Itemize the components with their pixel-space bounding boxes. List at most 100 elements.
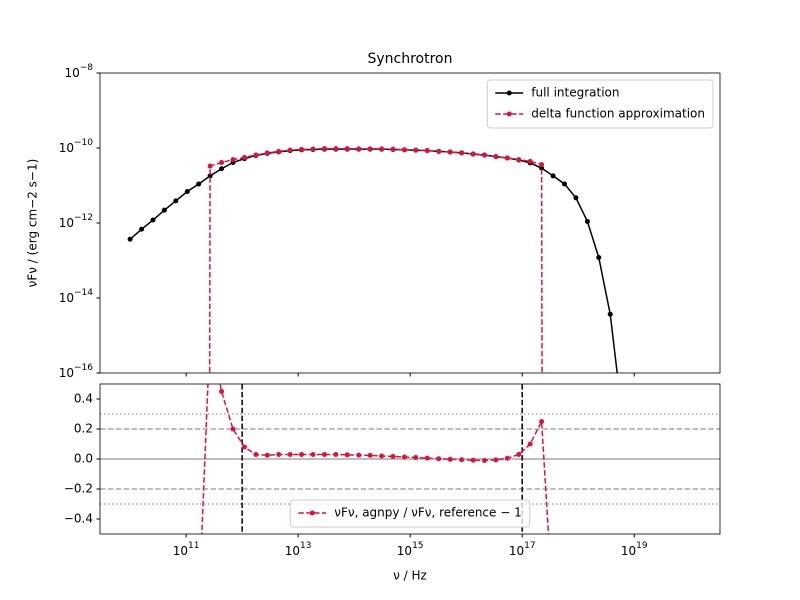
data-point xyxy=(413,455,419,460)
data-point xyxy=(150,217,156,223)
data-point xyxy=(344,452,350,458)
plot-area xyxy=(100,384,720,534)
series-line xyxy=(208,147,543,373)
y-tick-label: 0.4 xyxy=(74,392,93,406)
data-point xyxy=(264,452,270,458)
data-point xyxy=(379,453,385,459)
data-point xyxy=(413,147,419,153)
data-point xyxy=(276,148,282,154)
data-point xyxy=(459,150,465,156)
data-point xyxy=(253,452,259,457)
data-point xyxy=(584,218,590,224)
data-point xyxy=(481,458,487,463)
data-point xyxy=(310,452,316,457)
axes-frame xyxy=(99,72,721,374)
data-point xyxy=(516,157,522,163)
series-line xyxy=(129,148,618,373)
data-point xyxy=(230,157,236,163)
data-point xyxy=(367,452,373,458)
data-point xyxy=(401,147,407,153)
data-point xyxy=(459,457,465,463)
data-point xyxy=(539,419,545,424)
legend-label: delta function approximation xyxy=(531,107,705,121)
data-point xyxy=(287,147,293,153)
data-point xyxy=(424,147,430,153)
data-point xyxy=(207,163,213,169)
data-point xyxy=(299,452,305,457)
data-point xyxy=(139,226,145,232)
data-point xyxy=(539,162,545,168)
data-point xyxy=(596,255,602,261)
x-tick-label: 1011 xyxy=(173,541,200,558)
data-point xyxy=(161,207,167,213)
legend-marker xyxy=(506,111,512,117)
data-point xyxy=(173,198,179,204)
y-tick-label: 10−14 xyxy=(59,288,94,305)
data-point xyxy=(333,146,339,152)
data-point xyxy=(493,154,499,160)
x-tick-label: 1017 xyxy=(509,541,536,558)
data-point xyxy=(253,152,259,158)
axes-frame xyxy=(99,383,721,535)
data-point xyxy=(219,389,225,394)
y-tick-label: 10−16 xyxy=(59,363,94,380)
data-point xyxy=(619,408,624,413)
legend-marker xyxy=(506,90,512,96)
data-point xyxy=(504,155,510,161)
data-point xyxy=(356,146,362,152)
data-point xyxy=(241,444,247,450)
data-point xyxy=(527,441,533,447)
data-point xyxy=(219,166,225,172)
data-point xyxy=(539,165,545,171)
data-point xyxy=(196,181,202,187)
data-point xyxy=(184,189,190,195)
data-point xyxy=(607,311,613,317)
legend: full integration delta function approxima… xyxy=(495,86,705,121)
data-point xyxy=(436,456,442,462)
data-point xyxy=(321,452,327,457)
data-point xyxy=(241,154,247,160)
data-point xyxy=(230,426,236,432)
y-tick-label: 0.0 xyxy=(74,452,93,466)
data-point xyxy=(436,148,442,154)
data-point xyxy=(390,453,396,459)
data-point xyxy=(219,160,225,166)
data-point xyxy=(356,452,362,458)
y-tick-label: 0.2 xyxy=(74,422,93,436)
chart-title: Synchrotron xyxy=(367,51,452,67)
data-point xyxy=(447,149,453,155)
data-point xyxy=(470,457,476,463)
data-point xyxy=(287,452,293,457)
data-point xyxy=(527,158,533,164)
data-point xyxy=(299,146,305,152)
legend-box xyxy=(289,499,531,528)
data-point xyxy=(127,236,133,242)
x-axis-label: ν / Hz xyxy=(393,569,427,583)
data-point xyxy=(493,457,499,463)
data-point xyxy=(276,452,282,457)
data-point xyxy=(561,181,567,187)
legend-box xyxy=(486,79,714,129)
data-point xyxy=(321,146,327,152)
y-axis-label: νFν / (erg cm−2 s−1) xyxy=(26,159,40,288)
data-point xyxy=(390,146,396,152)
y-tick-label: −0.4 xyxy=(64,512,93,526)
legend-marker xyxy=(309,510,315,516)
legend-label: full integration xyxy=(531,86,619,100)
plot-area xyxy=(127,146,624,413)
data-point xyxy=(401,454,407,460)
data-point xyxy=(516,452,522,457)
series-line xyxy=(201,384,550,534)
data-point xyxy=(573,195,579,201)
y-tick-label: 10−12 xyxy=(59,213,93,230)
x-tick-label: 1015 xyxy=(397,541,424,558)
legend-label: νFν, agnpy / νFν, reference − 1 xyxy=(334,506,521,520)
legend: νFν, agnpy / νFν, reference − 1 xyxy=(298,506,522,520)
data-point xyxy=(504,455,510,461)
data-point xyxy=(207,173,213,179)
data-point xyxy=(264,150,270,156)
data-point xyxy=(470,151,476,157)
data-point xyxy=(333,452,339,457)
y-tick-label: 10−10 xyxy=(59,138,94,155)
